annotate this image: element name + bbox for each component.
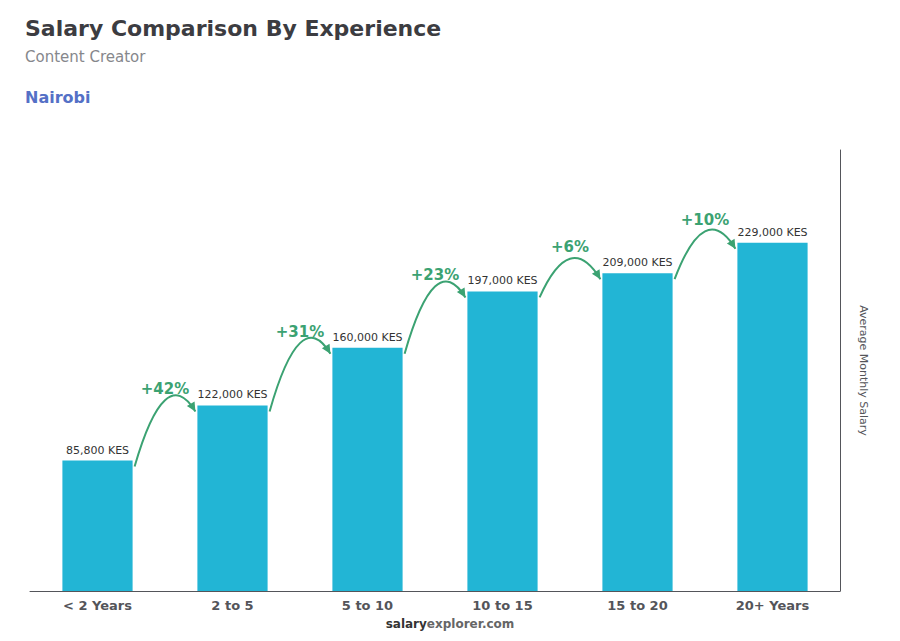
svg-text:explorer.com: explorer.com (427, 617, 515, 631)
svg-text:2 to 5: 2 to 5 (211, 598, 253, 613)
svg-text:salary: salary (386, 617, 427, 631)
svg-text:15 to 20: 15 to 20 (607, 598, 667, 613)
svg-text:209,000 KES: 209,000 KES (602, 256, 672, 269)
svg-text:5 to 10: 5 to 10 (342, 598, 393, 613)
svg-text:10 to 15: 10 to 15 (472, 598, 532, 613)
svg-text:160,000 KES: 160,000 KES (332, 331, 402, 344)
svg-text:197,000 KES: 197,000 KES (467, 274, 537, 287)
svg-text:Salary Comparison By Experienc: Salary Comparison By Experience (25, 16, 441, 41)
svg-text:+42%: +42% (141, 380, 189, 398)
svg-text:20+ Years: 20+ Years (736, 598, 810, 613)
svg-text:122,000 KES: 122,000 KES (197, 388, 267, 401)
svg-text:85,800 KES: 85,800 KES (66, 444, 129, 457)
svg-text:+6%: +6% (551, 238, 589, 256)
svg-text:Nairobi: Nairobi (25, 88, 91, 107)
svg-text:Content Creator: Content Creator (25, 48, 146, 66)
svg-text:+23%: +23% (411, 266, 459, 284)
svg-text:Average Monthly Salary: Average Monthly Salary (857, 305, 870, 436)
svg-text:229,000 KES: 229,000 KES (737, 226, 807, 239)
svg-text:+31%: +31% (276, 323, 324, 341)
svg-text:+10%: +10% (681, 211, 729, 229)
svg-text:< 2 Years: < 2 Years (63, 598, 132, 613)
